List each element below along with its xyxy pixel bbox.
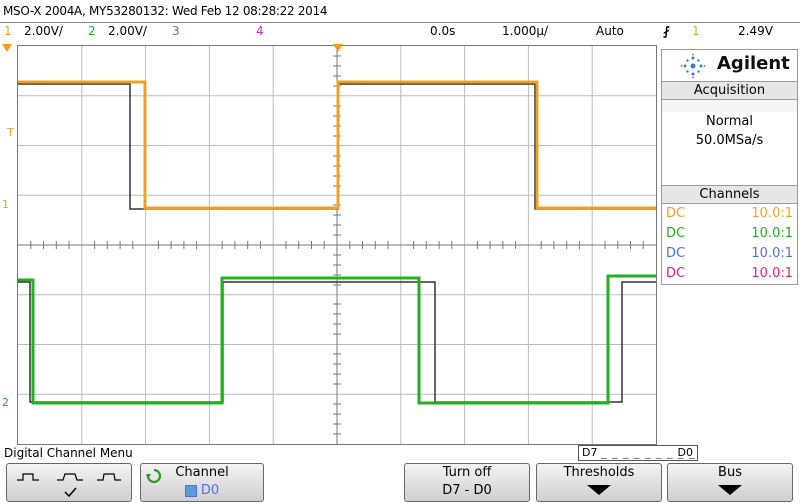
trigger-source[interactable]: 1: [692, 24, 700, 38]
agilent-logo: Agilent: [662, 50, 797, 82]
ch2-trace: [18, 274, 656, 405]
channel-softkey-label: Channel: [175, 465, 229, 480]
turn-off-value: D7 - D0: [442, 483, 492, 498]
turn-off-softkey[interactable]: Turn off D7 - D0: [404, 463, 530, 502]
trigger-position-arrow-icon[interactable]: [333, 44, 343, 52]
channel-softkey-value-row: D0: [141, 482, 263, 500]
acquisition-title[interactable]: Acquisition: [662, 82, 797, 100]
time-scale[interactable]: 1.000µ/: [502, 24, 549, 38]
acq-mode: Normal: [705, 114, 754, 129]
ch2-scale[interactable]: 2.00V/: [108, 24, 147, 38]
trigger-mode[interactable]: Auto: [596, 24, 624, 38]
channels-title[interactable]: Channels: [662, 186, 797, 204]
ch4-probe: 10.0:1: [751, 266, 793, 281]
channel-softkey[interactable]: Channel D0: [140, 463, 264, 502]
pulse-options-icon: [17, 473, 121, 498]
ch4-coupling: DC: [666, 266, 686, 281]
waveform-display[interactable]: [17, 45, 657, 445]
ch1-top-arrow-icon: [2, 44, 12, 52]
ch3-coupling: DC: [666, 246, 686, 261]
ch4-number[interactable]: 4: [256, 24, 264, 38]
rotate-knob-icon: [146, 468, 162, 484]
sample-rate: 50.0MSa/s: [695, 133, 764, 148]
ch1-ground-marker[interactable]: 1: [2, 198, 9, 211]
dlabel-high: D7: [582, 446, 598, 459]
ch2-coupling: DC: [666, 226, 686, 241]
ch2-probe: 10.0:1: [751, 226, 793, 241]
menu-title: Digital Channel Menu: [4, 446, 133, 460]
agilent-spark-icon: [680, 53, 706, 79]
ch2-number[interactable]: 2: [88, 24, 96, 38]
channel-softkey-value: D0: [200, 483, 220, 498]
trigger-level[interactable]: 2.49V: [738, 24, 773, 38]
trigger-level-marker[interactable]: T: [7, 126, 14, 139]
threshold-style-softkey[interactable]: [6, 463, 132, 502]
dlabel-low: D0: [677, 446, 693, 459]
acquisition-info: Normal 50.0MSa/s: [662, 112, 797, 186]
trigger-edge-icon: ⨏: [663, 24, 670, 38]
digital-channel-color-swatch-icon: [184, 484, 197, 497]
bus-label: Bus: [718, 465, 742, 480]
digital-channel-label: D7 _ _ _ _ _ _ _ _ _ _ D0: [578, 445, 698, 473]
header-divider: [0, 22, 800, 23]
turn-off-label: Turn off: [442, 465, 492, 480]
ch1-probe: 10.0:1: [751, 206, 793, 221]
ch3-probe: 10.0:1: [751, 246, 793, 261]
brand-name: Agilent: [717, 53, 790, 74]
ch1-scale[interactable]: 2.00V/: [24, 24, 63, 38]
ch3-number[interactable]: 3: [172, 24, 180, 38]
ch1-trace: [18, 80, 656, 210]
bus-arrow-down-icon: [718, 485, 742, 495]
channel-row-4[interactable]: DC 10.0:1: [662, 264, 797, 284]
channel-row-3[interactable]: DC 10.0:1: [662, 244, 797, 264]
channel-row-1[interactable]: DC 10.0:1: [662, 204, 797, 224]
time-delay[interactable]: 0.0s: [430, 24, 456, 38]
bus-softkey[interactable]: Bus: [667, 463, 793, 502]
channels-list: DC 10.0:1 DC 10.0:1 DC 10.0:1 DC 10.0:1: [662, 204, 797, 284]
waveform-graticule: [18, 46, 656, 444]
thresholds-softkey[interactable]: Thresholds: [536, 463, 662, 502]
ch2-ground-marker[interactable]: 2: [2, 396, 9, 409]
thresholds-arrow-down-icon: [587, 485, 611, 495]
thresholds-label: Thresholds: [563, 465, 635, 480]
info-panel: Agilent Acquisition Normal 50.0MSa/s Cha…: [661, 49, 798, 285]
ch1-coupling: DC: [666, 206, 686, 221]
scope-title: MSO-X 2004A, MY53280132: Wed Feb 12 08:2…: [3, 4, 328, 18]
ch1-number[interactable]: 1: [4, 24, 12, 38]
channel-row-2[interactable]: DC 10.0:1: [662, 224, 797, 244]
